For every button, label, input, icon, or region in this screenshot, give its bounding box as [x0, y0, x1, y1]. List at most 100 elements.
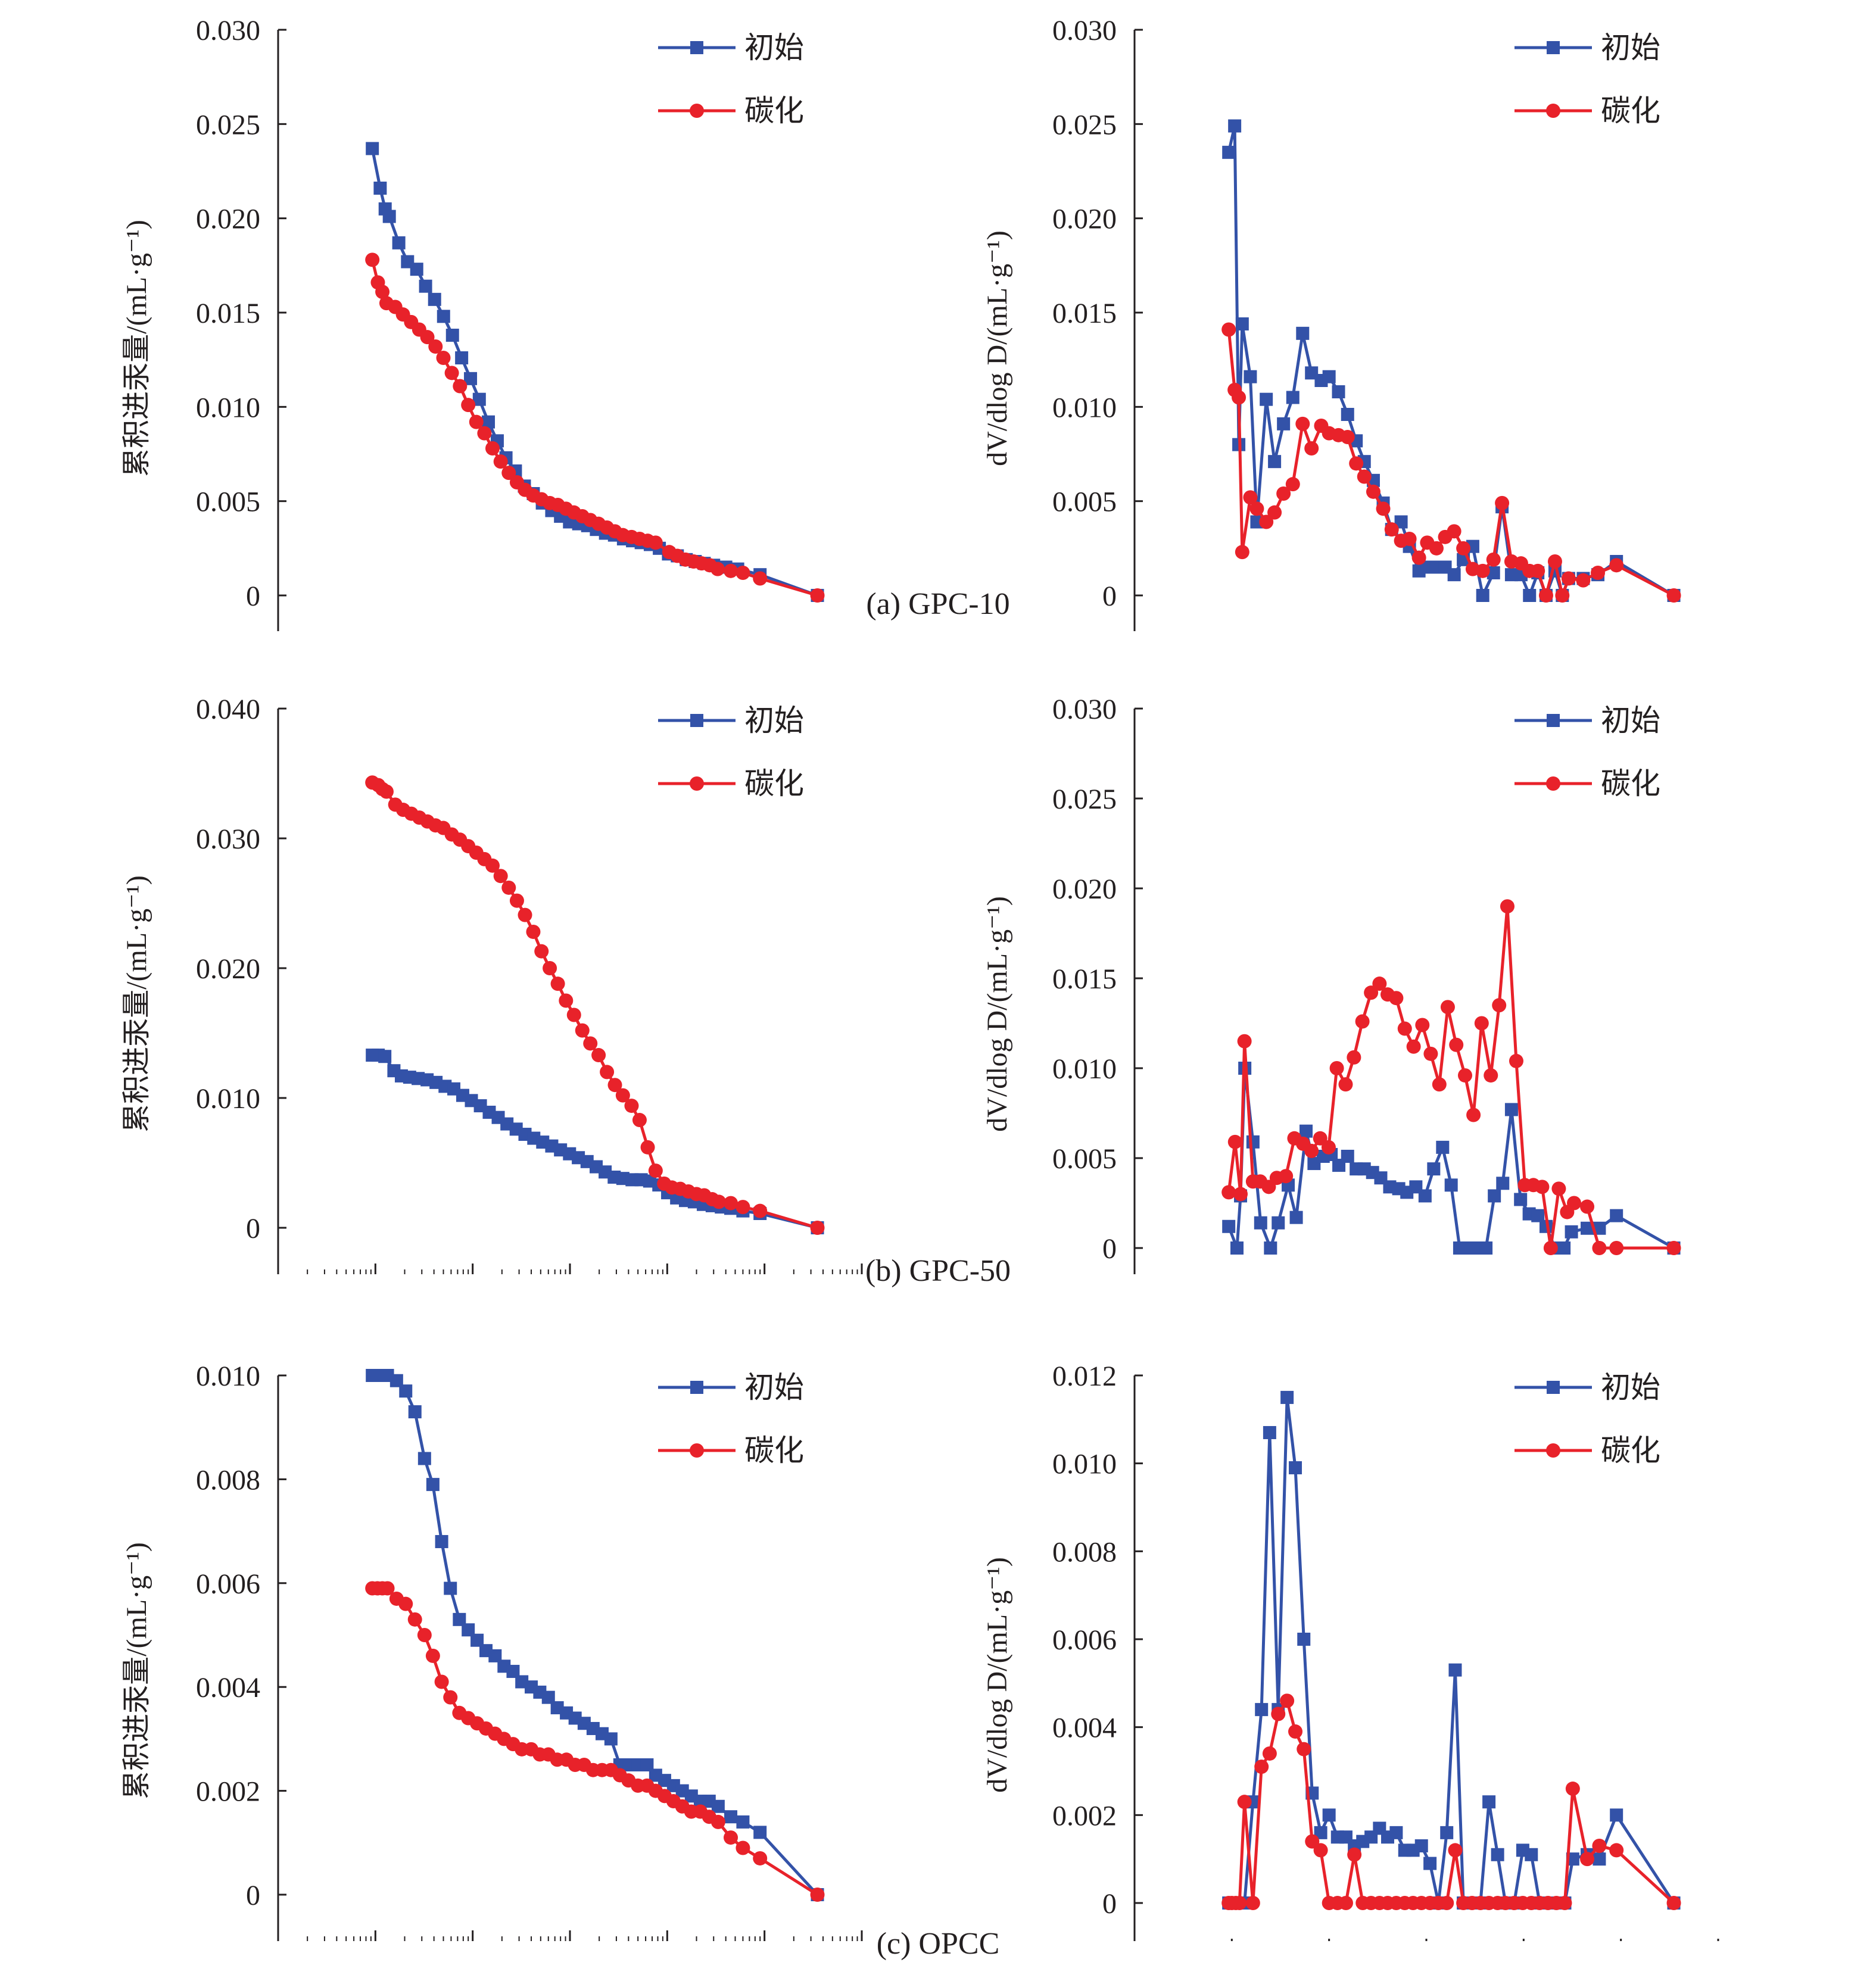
chart-b2: 00.0050.0100.0150.0200.0250.0300.0010.01…	[938, 643, 1876, 1524]
data-point-initial	[378, 1050, 392, 1063]
data-point-initial	[724, 1810, 738, 1824]
data-point-carbonized	[753, 1203, 768, 1218]
data-point-carbonized	[1576, 573, 1591, 588]
data-point-initial	[1448, 1663, 1462, 1677]
data-point-carbonized	[501, 880, 516, 895]
y-axis-label: 累积进汞量/(mL·g⁻¹)	[121, 1542, 152, 1799]
data-point-carbonized	[1313, 1843, 1328, 1858]
data-point-carbonized	[461, 398, 476, 413]
data-point-carbonized	[559, 993, 574, 1008]
data-point-carbonized	[1313, 1131, 1327, 1146]
data-point-carbonized	[1543, 1241, 1558, 1255]
y-tick-label: 0.008	[196, 1464, 260, 1496]
legend-marker-carbonized	[690, 104, 704, 118]
legend-marker-initial	[690, 714, 703, 727]
data-point-carbonized	[420, 330, 435, 345]
y-axis-label: 累积进汞量/(mL·g⁻¹)	[121, 875, 152, 1133]
data-point-initial	[1523, 589, 1537, 602]
data-point-initial	[488, 1649, 502, 1662]
data-point-carbonized	[1448, 1843, 1463, 1858]
data-point-carbonized	[1243, 490, 1258, 505]
data-point-initial	[444, 1581, 457, 1595]
legend-label-carbonized: 碳化	[1601, 94, 1660, 127]
data-point-initial	[1394, 515, 1408, 529]
data-point-carbonized	[591, 1048, 606, 1063]
data-point-carbonized	[434, 1674, 449, 1689]
y-tick-label: 0.020	[196, 953, 260, 985]
data-point-carbonized	[1666, 1896, 1681, 1910]
data-point-initial	[1332, 385, 1345, 398]
y-tick-label: 0.015	[1052, 963, 1117, 995]
data-point-initial	[1389, 1826, 1403, 1839]
data-point-carbonized	[501, 466, 516, 481]
data-point-carbonized	[509, 893, 524, 908]
chart-svg: 00.0050.0100.0150.0200.0250.0300.0010.01…	[981, 15, 1750, 871]
data-point-carbonized	[1329, 1061, 1344, 1075]
y-tick-label: 0.006	[196, 1568, 260, 1600]
data-point-initial	[1557, 1241, 1571, 1255]
chart-a1: 00.0050.0100.0150.0200.0250.0300.0010.01…	[0, 0, 938, 871]
data-point-initial	[408, 1405, 422, 1419]
data-point-initial	[1314, 1826, 1327, 1839]
data-point-initial	[1488, 1189, 1501, 1203]
legend-label-initial: 初始	[1601, 704, 1660, 737]
legend-marker-initial	[1547, 1381, 1560, 1394]
data-point-carbonized	[1366, 484, 1380, 499]
legend-label-initial: 初始	[1601, 1371, 1660, 1404]
data-point-initial	[1322, 370, 1336, 383]
data-point-carbonized	[1609, 1843, 1624, 1858]
y-tick-label: 0.040	[196, 694, 260, 725]
data-point-initial	[1341, 408, 1354, 421]
data-point-initial	[1289, 1211, 1303, 1224]
data-point-initial	[1230, 1241, 1244, 1255]
data-point-carbonized	[1609, 1241, 1624, 1255]
y-tick-label: 0	[1102, 1888, 1117, 1920]
series-line-carbonized	[372, 1587, 818, 1896]
data-point-carbonized	[1565, 1782, 1580, 1796]
data-point-carbonized	[1456, 541, 1471, 556]
data-point-carbonized	[1474, 1016, 1489, 1031]
data-point-carbonized	[1592, 1241, 1607, 1255]
y-tick-label: 0.015	[1052, 298, 1117, 329]
data-point-carbonized	[425, 1648, 440, 1663]
data-point-carbonized	[753, 571, 768, 586]
data-point-initial	[373, 182, 387, 195]
data-point-carbonized	[1423, 1046, 1438, 1061]
y-tick-label: 0.002	[196, 1776, 260, 1808]
legend-marker-carbonized	[1546, 776, 1560, 791]
data-point-carbonized	[1338, 1896, 1353, 1910]
data-point-carbonized	[1466, 1108, 1481, 1122]
data-point-carbonized	[1580, 1852, 1595, 1867]
data-point-initial	[1280, 1390, 1294, 1404]
data-point-carbonized	[436, 351, 451, 365]
data-point-carbonized	[1609, 558, 1624, 573]
data-point-carbonized	[485, 858, 500, 873]
data-point-carbonized	[493, 454, 508, 469]
data-point-initial	[506, 1665, 520, 1679]
chart-svg: 00.0020.0040.0060.0080.0100.0120.0010.01…	[981, 1361, 1719, 1952]
data-point-carbonized	[379, 784, 394, 799]
data-point-carbonized	[710, 1814, 725, 1829]
y-tick-label: 0	[1102, 581, 1117, 612]
y-tick-label: 0	[246, 581, 260, 612]
data-point-carbonized	[1475, 563, 1490, 578]
data-point-carbonized	[607, 1078, 622, 1093]
data-point-carbonized	[1237, 1795, 1252, 1810]
data-point-initial	[1565, 1225, 1578, 1238]
data-point-carbonized	[632, 1113, 647, 1128]
data-point-initial	[366, 142, 379, 155]
data-point-carbonized	[1666, 1241, 1681, 1255]
data-point-carbonized	[1233, 1187, 1248, 1202]
data-point-carbonized	[1357, 469, 1372, 484]
data-point-initial	[1268, 455, 1282, 469]
data-point-initial	[453, 1612, 466, 1626]
data-point-carbonized	[1429, 541, 1444, 556]
data-point-initial	[389, 1374, 403, 1387]
y-axis-label: dV/dlog D/(mL·g⁻¹)	[981, 230, 1013, 466]
y-tick-label: 0.010	[196, 1083, 260, 1115]
data-point-carbonized	[648, 535, 663, 550]
y-tick-label: 0.030	[1052, 15, 1117, 46]
y-tick-label: 0.010	[1052, 1053, 1117, 1085]
data-point-initial	[410, 263, 423, 276]
y-tick-label: 0.010	[1052, 1449, 1117, 1480]
